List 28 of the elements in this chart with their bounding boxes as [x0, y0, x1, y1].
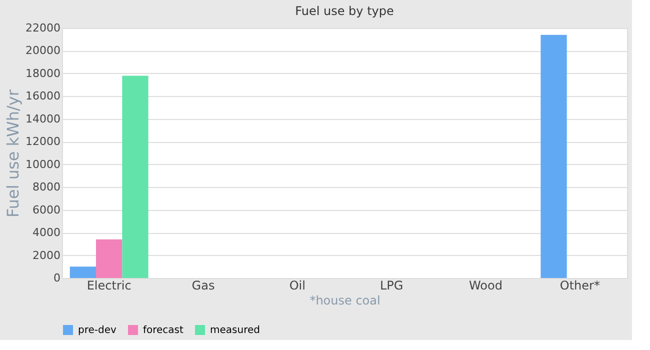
x-tick-label: Electric [86, 278, 132, 292]
y-tick-label: 4000 [32, 226, 60, 240]
y-tick-label: 14000 [26, 112, 60, 126]
x-tick-label: Gas [192, 278, 215, 292]
bar [122, 76, 148, 278]
y-tick-label: 18000 [26, 66, 60, 80]
bar [70, 266, 96, 278]
legend-label: forecast [143, 325, 184, 336]
legend-label: pre-dev [78, 325, 116, 336]
y-tick-label: 10000 [26, 158, 60, 171]
bar [96, 239, 122, 278]
chart-title: Fuel use by type [295, 4, 394, 18]
bar [540, 34, 567, 278]
y-tick-label: 0 [54, 272, 60, 284]
y-axis-title: Fuel use kWh/yr [4, 89, 23, 218]
y-tick-label: 6000 [32, 203, 60, 216]
x-axis-title: *house coal [310, 294, 380, 308]
x-tick-label: Other* [560, 278, 600, 292]
y-tick-label: 20000 [26, 44, 60, 58]
legend-label: measured [210, 325, 260, 336]
y-tick-label: 12000 [26, 135, 60, 148]
x-tick-label: LPG [380, 278, 404, 292]
x-tick-label: Wood [469, 278, 502, 292]
x-tick-label: Oil [289, 278, 306, 292]
y-tick-label: 2000 [32, 248, 60, 262]
y-tick-label: 8000 [32, 180, 60, 194]
y-tick-label: 16000 [26, 90, 60, 103]
y-tick-label: 22000 [26, 22, 60, 34]
